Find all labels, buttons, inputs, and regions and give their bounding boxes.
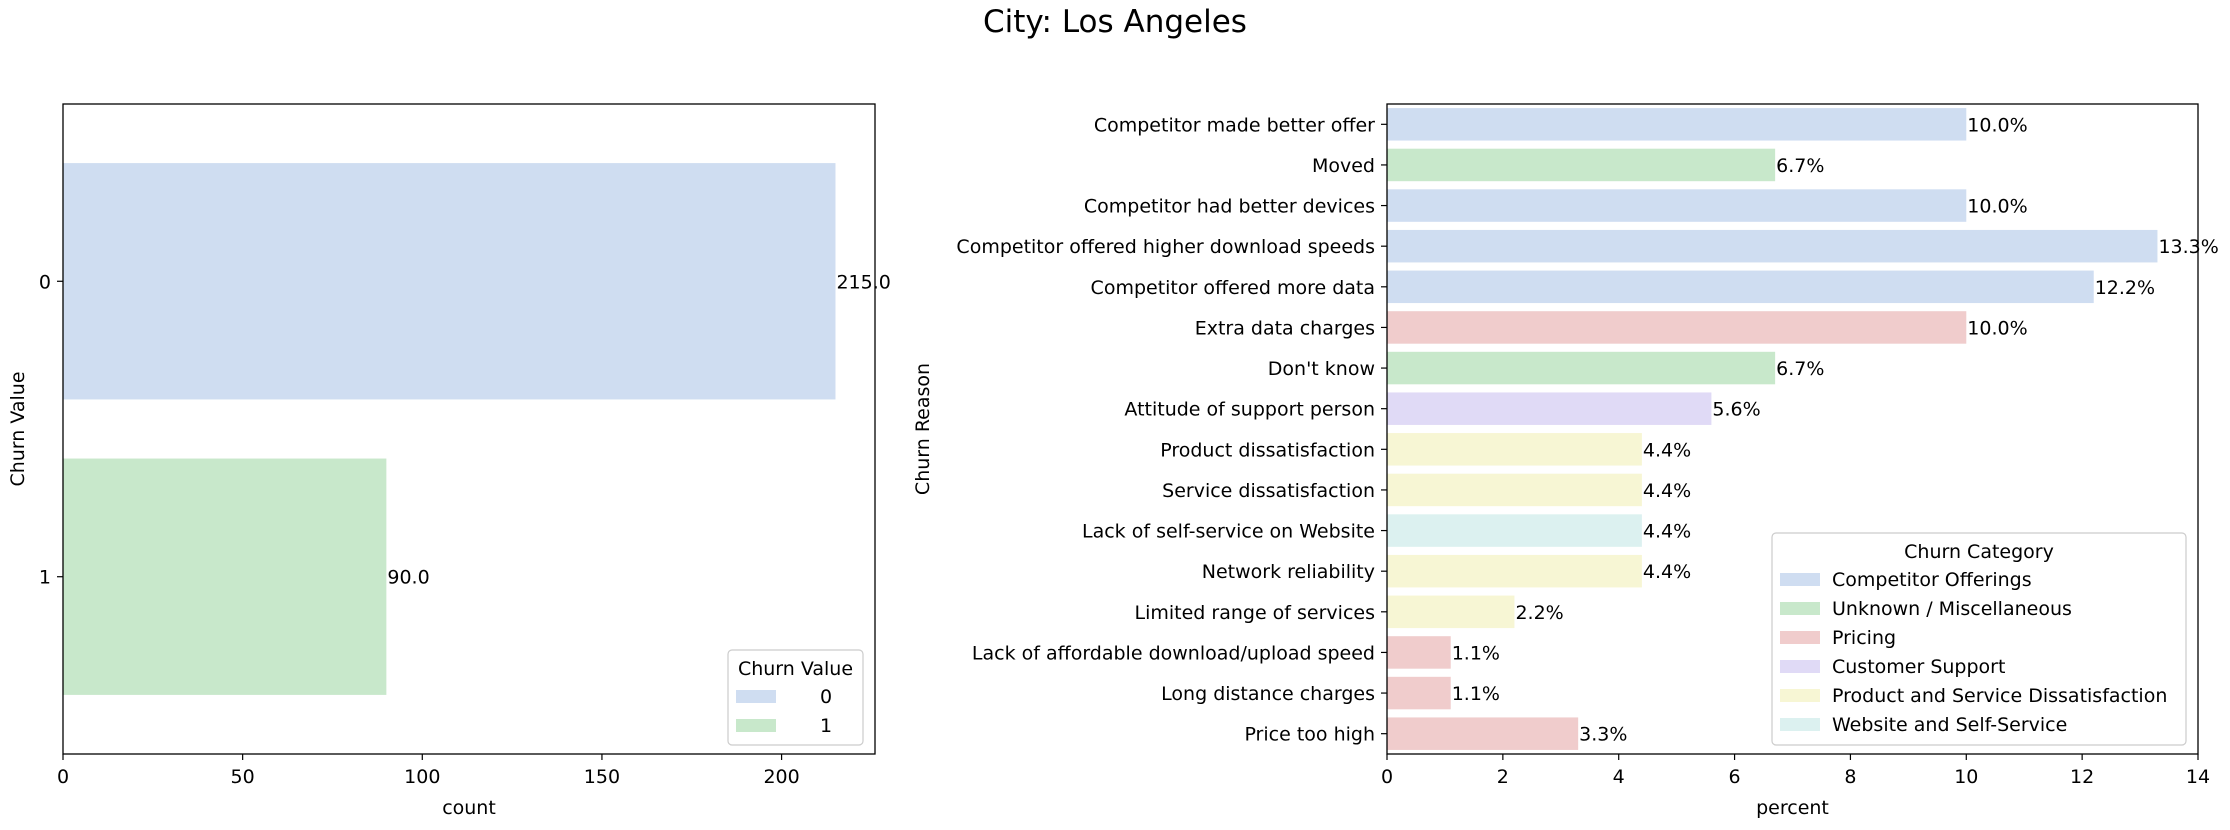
bar bbox=[1387, 514, 1642, 547]
legend-title: Churn Category bbox=[1904, 541, 2054, 563]
y-tick-label: Competitor offered higher download speed… bbox=[956, 236, 1375, 258]
legend-swatch bbox=[736, 690, 776, 703]
bar bbox=[1387, 433, 1642, 466]
plot-frame bbox=[62, 103, 876, 755]
legend-label: Unknown / Miscellaneous bbox=[1832, 598, 2072, 620]
legend-label: 0 bbox=[820, 686, 832, 708]
x-tick-label: 10 bbox=[1954, 766, 1978, 788]
bar-value-label: 10.0% bbox=[1967, 196, 2027, 218]
y-tick-label: Service dissatisfaction bbox=[1162, 480, 1375, 502]
y-tick-label: 1 bbox=[39, 567, 51, 589]
bar-value-label: 4.4% bbox=[1643, 521, 1691, 543]
bar-value-label: 5.6% bbox=[1712, 399, 1760, 421]
bar bbox=[1387, 717, 1579, 750]
bar-value-label: 2.2% bbox=[1515, 602, 1563, 624]
bar-value-label: 90.0 bbox=[387, 567, 429, 589]
bar-value-label: 10.0% bbox=[1967, 114, 2027, 136]
x-axis-label: percent bbox=[1756, 797, 1829, 819]
legend-label: Customer Support bbox=[1832, 656, 2005, 678]
bar-value-label: 6.7% bbox=[1776, 155, 1824, 177]
legend-swatch bbox=[1780, 573, 1820, 586]
bar bbox=[1387, 189, 1967, 222]
plot-frame bbox=[1386, 103, 2199, 755]
y-tick-label: Attitude of support person bbox=[1124, 399, 1375, 421]
figure-title: City: Los Angeles bbox=[983, 4, 1247, 40]
legend-label: Website and Self-Service bbox=[1832, 714, 2067, 736]
bar-value-label: 4.4% bbox=[1643, 561, 1691, 583]
legend-swatch bbox=[1780, 660, 1820, 673]
bar bbox=[63, 163, 836, 400]
y-tick-label: Price too high bbox=[1244, 724, 1375, 746]
bar bbox=[1387, 351, 1776, 385]
x-tick-label: 8 bbox=[1844, 766, 1856, 788]
x-tick-label: 150 bbox=[584, 766, 620, 788]
y-tick-label: Competitor made better offer bbox=[1094, 114, 1375, 136]
legend-label: Product and Service Dissatisfaction bbox=[1832, 685, 2167, 707]
y-tick-label: Competitor offered more data bbox=[1091, 277, 1375, 299]
bar-value-label: 6.7% bbox=[1776, 358, 1824, 380]
y-tick-label: Network reliability bbox=[1202, 561, 1375, 583]
legend-label: Pricing bbox=[1832, 627, 1896, 649]
y-tick-label: Product dissatisfaction bbox=[1160, 439, 1375, 461]
bar bbox=[1387, 148, 1776, 182]
y-tick-label: Limited range of services bbox=[1135, 602, 1376, 624]
bar-value-label: 3.3% bbox=[1579, 724, 1627, 746]
legend-frame bbox=[1771, 532, 2187, 746]
y-tick-label: Lack of self-service on Website bbox=[1082, 521, 1375, 543]
bar bbox=[1387, 473, 1642, 507]
y-tick-label: Moved bbox=[1312, 155, 1375, 177]
bar-value-label: 10.0% bbox=[1967, 317, 2027, 339]
bar bbox=[1387, 108, 1967, 141]
bar bbox=[1387, 636, 1451, 669]
x-tick-label: 0 bbox=[57, 766, 69, 788]
bar bbox=[1387, 270, 2094, 304]
y-tick-label: Lack of affordable download/upload speed bbox=[972, 642, 1375, 664]
legend-label: 1 bbox=[820, 715, 832, 737]
x-tick-label: 0 bbox=[1381, 766, 1393, 788]
bar-value-label: 12.2% bbox=[2095, 277, 2155, 299]
x-tick-label: 6 bbox=[1729, 766, 1741, 788]
bar-value-label: 215.0 bbox=[836, 271, 890, 293]
y-tick-label: Long distance charges bbox=[1161, 683, 1375, 705]
bar-value-label: 13.3% bbox=[2158, 236, 2218, 258]
bar bbox=[1387, 311, 1967, 344]
y-tick-label: Extra data charges bbox=[1195, 317, 1375, 339]
bar bbox=[1387, 392, 1712, 425]
bar bbox=[63, 458, 387, 695]
legend-swatch bbox=[1780, 602, 1820, 615]
legend-label: Competitor Offerings bbox=[1832, 569, 2032, 591]
bar bbox=[1387, 554, 1642, 588]
x-tick-label: 4 bbox=[1613, 766, 1625, 788]
x-tick-label: 14 bbox=[2186, 766, 2210, 788]
legend: Churn Category Competitor Offerings Unknow… bbox=[1771, 532, 2187, 746]
x-tick-label: 200 bbox=[763, 766, 799, 788]
y-tick-label: Competitor had better devices bbox=[1084, 196, 1375, 218]
legend-title: Churn Value bbox=[738, 658, 853, 680]
bar-value-label: 1.1% bbox=[1452, 683, 1500, 705]
bar-value-label: 4.4% bbox=[1643, 439, 1691, 461]
legend-swatch bbox=[736, 719, 776, 732]
bar-value-label: 4.4% bbox=[1643, 480, 1691, 502]
x-axis-label: count bbox=[442, 797, 496, 819]
bar bbox=[1387, 595, 1515, 629]
bar bbox=[1387, 229, 2158, 263]
y-tick-label: 0 bbox=[39, 271, 51, 293]
legend-swatch bbox=[1780, 631, 1820, 644]
churn-reason-chart: 10.0% Competitor made better offer 6.7% Mov… bbox=[912, 103, 2219, 819]
y-axis-label: Churn Reason bbox=[912, 363, 934, 495]
legend-swatch bbox=[1780, 718, 1820, 731]
legend-swatch bbox=[1780, 689, 1820, 702]
x-tick-label: 12 bbox=[2070, 766, 2094, 788]
y-tick-label: Don't know bbox=[1268, 358, 1375, 380]
y-axis-label: Churn Value bbox=[7, 371, 29, 486]
x-tick-label: 2 bbox=[1497, 766, 1509, 788]
x-tick-label: 50 bbox=[231, 766, 255, 788]
bar-value-label: 1.1% bbox=[1452, 642, 1500, 664]
bar bbox=[1387, 676, 1451, 710]
x-tick-label: 100 bbox=[404, 766, 440, 788]
legend: Churn Value 0 1 bbox=[727, 649, 864, 746]
